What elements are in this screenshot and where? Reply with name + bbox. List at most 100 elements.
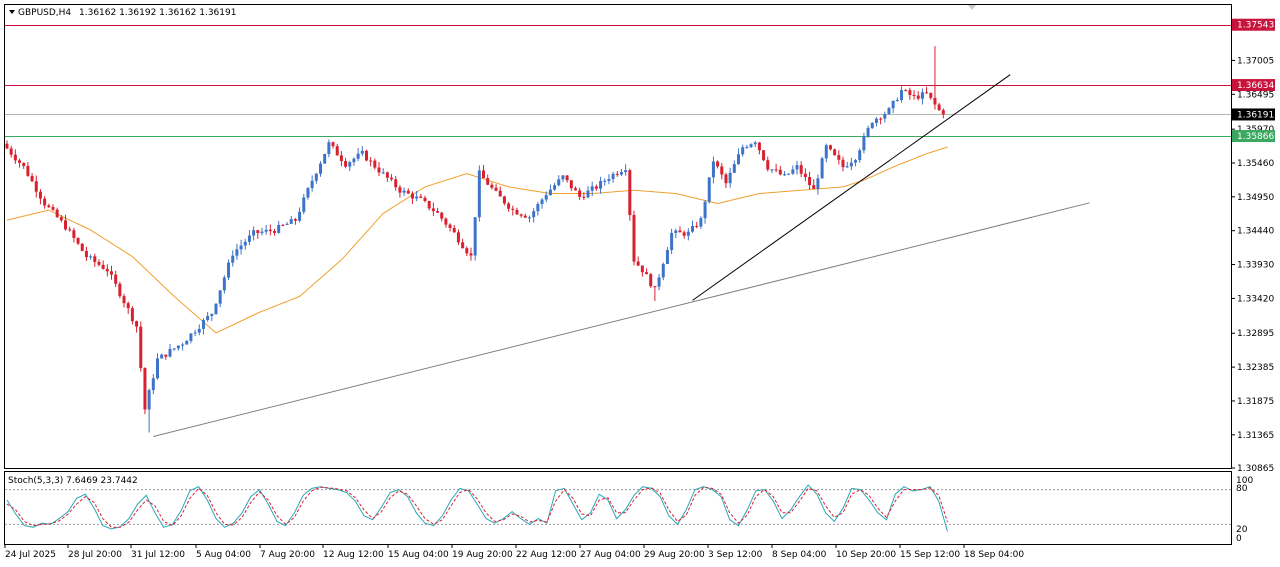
candle-body (155, 358, 159, 379)
candle-body (222, 277, 226, 291)
candle-body (624, 170, 628, 173)
candle-body (891, 100, 895, 109)
candle-body (640, 265, 644, 273)
candle-body (51, 207, 55, 210)
candle-body (599, 180, 603, 189)
candle-body (105, 268, 109, 272)
candle-body (507, 203, 511, 209)
candle-body (135, 321, 139, 327)
candle-body (665, 250, 669, 264)
candle-body (548, 189, 552, 196)
candle-body (97, 261, 101, 265)
candle-body (808, 176, 812, 186)
candle-body (670, 232, 674, 251)
candle-body (536, 204, 540, 212)
candle-body (469, 253, 473, 256)
candle-body (528, 217, 531, 219)
candle-body (632, 215, 636, 262)
candle-body (344, 161, 348, 167)
candle-body (18, 160, 22, 163)
candle-body (749, 144, 753, 148)
candle-body (43, 198, 47, 206)
candle-body (101, 264, 105, 269)
candle-body (406, 190, 410, 194)
candle-body (682, 232, 686, 236)
candle-body (611, 173, 615, 180)
candle-body (390, 177, 394, 180)
candle-body (895, 100, 899, 102)
candle-body (887, 108, 891, 114)
candle-body (695, 225, 699, 227)
candle-body (306, 188, 310, 198)
y-tick-label: 1.37005 (1237, 56, 1274, 66)
candle-body (110, 271, 113, 275)
candle-body (247, 235, 251, 242)
candle-body (812, 185, 816, 189)
candle-body (243, 241, 247, 246)
candle-body (277, 224, 281, 233)
candle-body (544, 195, 548, 200)
candle-body (356, 153, 360, 159)
candle-body (364, 150, 368, 161)
candle-body (828, 145, 832, 150)
candle-body (281, 224, 285, 226)
ohlc-values: 1.36162 1.36192 1.36162 1.36191 (79, 8, 236, 18)
price-tag-label: 1.36191 (1237, 110, 1274, 120)
candle-body (845, 166, 849, 168)
candle-body (452, 227, 456, 233)
stoch-level-20: 20 (1236, 525, 1248, 535)
price-tag-box (1232, 79, 1275, 92)
candle-body (419, 196, 423, 198)
candle-body (285, 223, 289, 225)
x-tick-label: 31 Jul 12:00 (131, 550, 185, 560)
symbol-label[interactable]: GBPUSD,H4 (18, 8, 71, 18)
stochastic-pane (5, 484, 1231, 532)
candle-body (461, 242, 465, 249)
candle-body (385, 172, 389, 178)
candle-body (774, 169, 778, 171)
candle-body (415, 196, 419, 199)
axes: 1.370051.364951.359701.354601.349501.344… (4, 18, 1275, 560)
candle-body (227, 262, 231, 278)
candle-body (231, 255, 235, 263)
candle-body (256, 230, 260, 234)
candle-body (30, 175, 34, 182)
candle-body (260, 231, 264, 234)
candle-body (674, 230, 678, 233)
candle-body (582, 196, 586, 198)
x-tick-label: 22 Aug 12:00 (516, 550, 577, 560)
candle-body (636, 261, 640, 266)
candle-body (68, 229, 72, 231)
x-tick-label: 12 Aug 12:00 (323, 550, 384, 560)
candle-body (791, 169, 795, 174)
y-tick-label: 1.35460 (1237, 159, 1274, 169)
candle-body (130, 308, 134, 322)
y-tick-label: 1.31365 (1237, 431, 1274, 441)
candle-body (490, 184, 494, 188)
candle-body (870, 122, 874, 128)
candle-body (607, 179, 611, 181)
candle-body (398, 187, 402, 193)
trendline-long (153, 202, 1090, 437)
price-tag-box (1232, 108, 1275, 121)
candle-body (189, 333, 193, 341)
candle-body (745, 147, 749, 149)
candle-body (482, 170, 486, 179)
y-tick-label: 1.34950 (1237, 193, 1274, 203)
chart-shift-marker-icon[interactable] (968, 5, 976, 10)
candle-body (218, 290, 222, 304)
candle-body (753, 142, 757, 145)
candle-body (799, 165, 803, 174)
symbol-menu-icon[interactable] (9, 10, 15, 14)
candle-body (603, 180, 607, 182)
x-tick-label: 10 Sep 20:00 (836, 550, 896, 560)
y-tick-label: 1.32895 (1237, 329, 1274, 339)
candle-body (72, 230, 76, 239)
candle-body (13, 154, 17, 161)
candle-body (84, 250, 88, 258)
y-tick-label: 1.34440 (1237, 227, 1274, 237)
candle-body (448, 224, 452, 228)
y-tick-label: 1.32385 (1237, 363, 1274, 373)
candle-body (176, 345, 180, 349)
